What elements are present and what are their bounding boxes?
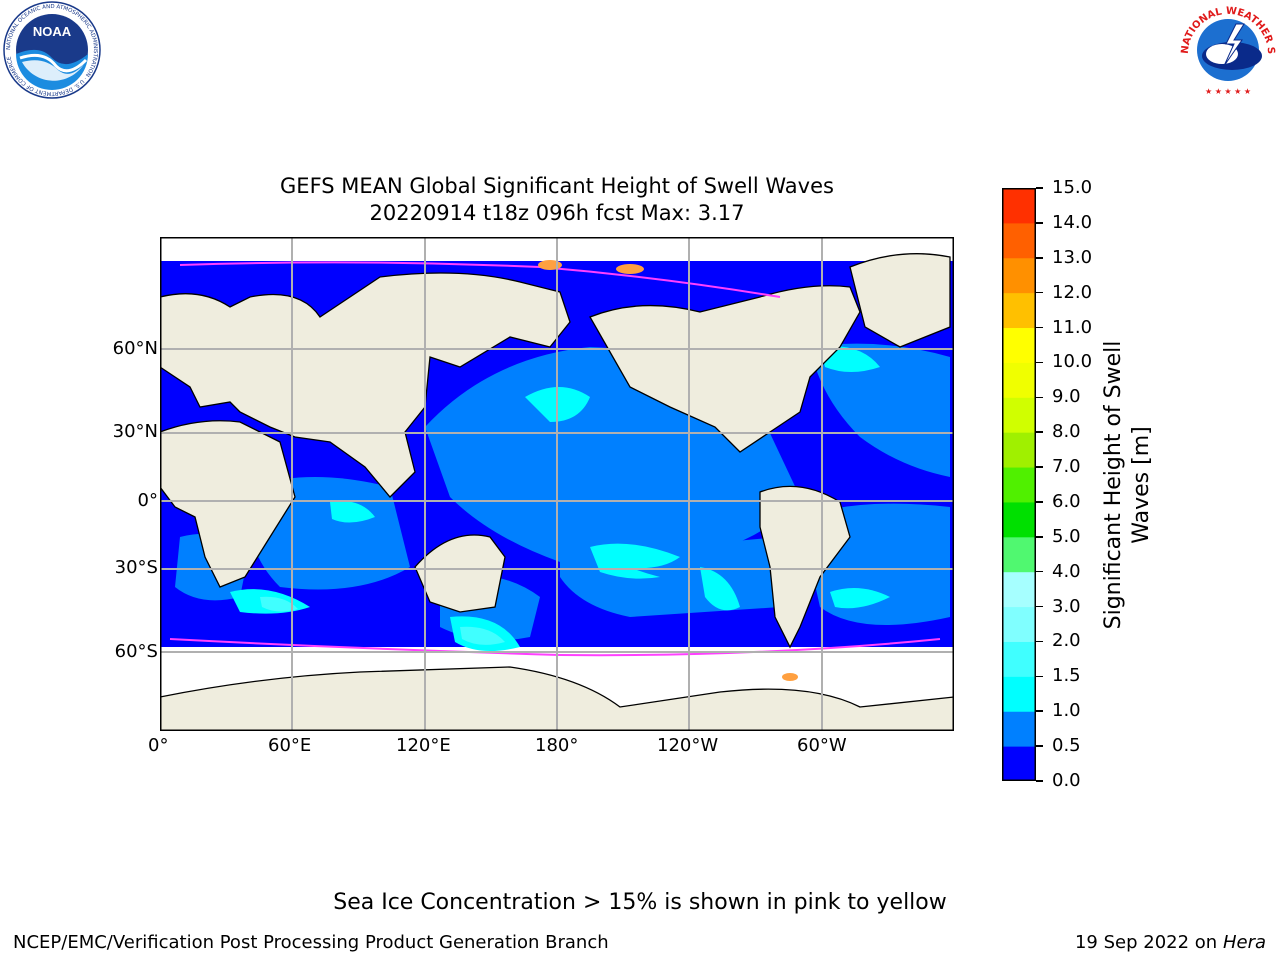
lat-label-30s: 30°S [114, 557, 158, 578]
colorbar-tick-mark [1036, 536, 1043, 538]
sea-ice-note: Sea Ice Concentration > 15% is shown in … [333, 890, 947, 915]
nws-logo: NATIONAL WEATHER SERVICE ★ ★ ★ ★ ★ [1172, 0, 1280, 100]
colorbar-tick-mark [1036, 431, 1043, 433]
colorbar-tick-mark [1036, 605, 1043, 608]
colorbar-swatch [1003, 571, 1035, 608]
colorbar-tick-label: 14.0 [1052, 211, 1093, 233]
footer-date: 19 Sep 2022 on [1074, 932, 1218, 953]
colorbar-tick-label: 1.5 [1052, 665, 1081, 687]
footer-host: Hera [1222, 932, 1266, 953]
swell-1.5-2.0-regions [260, 596, 505, 645]
colorbar-swatches [1002, 153, 1036, 782]
plot-title-line1: GEFS MEAN Global Significant Height of S… [280, 174, 834, 198]
lat-label-60n: 60°N [112, 338, 158, 359]
colorbar-tick-mark [1036, 187, 1043, 189]
colorbar-swatch [1003, 641, 1035, 677]
map-frame [160, 237, 954, 731]
svg-text:★ ★ ★ ★ ★: ★ ★ ★ ★ ★ [1205, 87, 1251, 96]
colorbar-swatch [1003, 536, 1035, 573]
noaa-logo: NOAA NATIONAL OCEANIC AND ATMOSPHERIC AD… [0, 0, 104, 100]
colorbar-label-line2: Waves [m] [1129, 426, 1154, 544]
colorbar-tick-label: 12.0 [1052, 281, 1093, 303]
colorbar-tick-mark [1036, 640, 1043, 643]
colorbar-tick-mark [1036, 501, 1043, 503]
eurasia-land [159, 272, 571, 498]
colorbar-tick-label: 0.0 [1052, 770, 1081, 791]
colorbar-tick-mark [1036, 710, 1043, 712]
colorbar-swatch [1003, 188, 1035, 224]
australia-land [414, 534, 506, 613]
colorbar-swatch [1003, 397, 1035, 433]
colorbar-tick-label: 10.0 [1052, 351, 1093, 373]
colorbar-swatch [1003, 467, 1035, 503]
colorbar-swatch [1003, 432, 1035, 468]
lon-label-180: 180° [535, 735, 579, 756]
svg-text:NOAA: NOAA [33, 24, 72, 39]
colorbar-tick-mark [1036, 570, 1043, 573]
colorbar-swatch [1003, 222, 1035, 259]
footer-right: 19 Sep 2022 on Hera [1075, 932, 1266, 953]
colorbar-swatch [1003, 676, 1035, 712]
nws-logo-icon: NATIONAL WEATHER SERVICE ★ ★ ★ ★ ★ [1172, 0, 1276, 96]
swell-wave-map [159, 237, 955, 732]
colorbar-tick-mark [1036, 675, 1043, 678]
lon-label-120e: 120°E [396, 735, 451, 756]
colorbar-swatch [1003, 711, 1035, 747]
colorbar-label: Significant Height of Swell Waves [m] [1100, 341, 1156, 630]
colorbar-swatch [1003, 327, 1035, 363]
colorbar-tick-mark [1036, 780, 1043, 782]
africa-land [159, 420, 296, 588]
map-canvas [159, 237, 955, 732]
colorbar-tick-label: 4.0 [1052, 560, 1081, 582]
colorbar-tick-label: 0.5 [1052, 735, 1081, 757]
colorbar-swatch [1003, 501, 1035, 538]
colorbar-swatch [1003, 362, 1035, 398]
noaa-logo-icon: NOAA NATIONAL OCEANIC AND ATMOSPHERIC AD… [3, 1, 101, 99]
colorbar-tick-mark [1036, 466, 1043, 468]
colorbar-tick-mark [1036, 745, 1043, 747]
colorbar-swatch [1003, 746, 1035, 782]
lon-label-60w: 60°W [797, 735, 847, 756]
lat-label-60s: 60°S [114, 641, 158, 662]
colorbar-tick-label: 2.0 [1052, 630, 1081, 652]
colorbar-tick-mark [1036, 326, 1043, 329]
colorbar-tick-label: 7.0 [1052, 456, 1081, 478]
plot-title-line2: 20220914 t18z 096h fcst Max: 3.17 [369, 201, 745, 225]
lon-label-120w: 120°W [657, 735, 719, 756]
colorbar-tick-label: 13.0 [1052, 246, 1093, 268]
lon-label-60e: 60°E [268, 735, 312, 756]
colorbar-swatch [1003, 257, 1035, 294]
south-america-land [759, 485, 851, 649]
colorbar-tick-label: 1.0 [1052, 700, 1081, 722]
colorbar-tick-label: 9.0 [1052, 386, 1081, 408]
north-america-land [589, 285, 861, 453]
colorbar-tick-label: 15.0 [1052, 177, 1093, 198]
colorbar-tick-mark [1036, 257, 1043, 259]
lat-label-0: 0° [137, 490, 158, 511]
colorbar-swatch [1003, 292, 1035, 329]
colorbar [1002, 153, 1036, 782]
colorbar-tick-mark [1036, 291, 1043, 294]
colorbar-tick-label: 11.0 [1052, 316, 1093, 338]
colorbar-tick-mark [1036, 396, 1043, 399]
colorbar-frame [1002, 188, 1036, 781]
colorbar-tick-label: 3.0 [1052, 595, 1081, 617]
colorbar-tick-label: 8.0 [1052, 421, 1081, 443]
colorbar-tick-label: 5.0 [1052, 525, 1081, 547]
lat-label-30n: 30°N [112, 421, 158, 442]
colorbar-tick-label: 6.0 [1052, 490, 1081, 512]
lon-label-0: 0° [148, 735, 169, 756]
colorbar-tick-mark [1036, 361, 1043, 364]
colorbar-label-line1: Significant Height of Swell [1101, 340, 1126, 630]
colorbar-tick-mark [1036, 222, 1043, 224]
map-gridlines [160, 237, 954, 731]
greenland-land [849, 253, 951, 348]
colorbar-swatch [1003, 606, 1035, 642]
footer-left: NCEP/EMC/Verification Post Processing Pr… [13, 932, 609, 953]
